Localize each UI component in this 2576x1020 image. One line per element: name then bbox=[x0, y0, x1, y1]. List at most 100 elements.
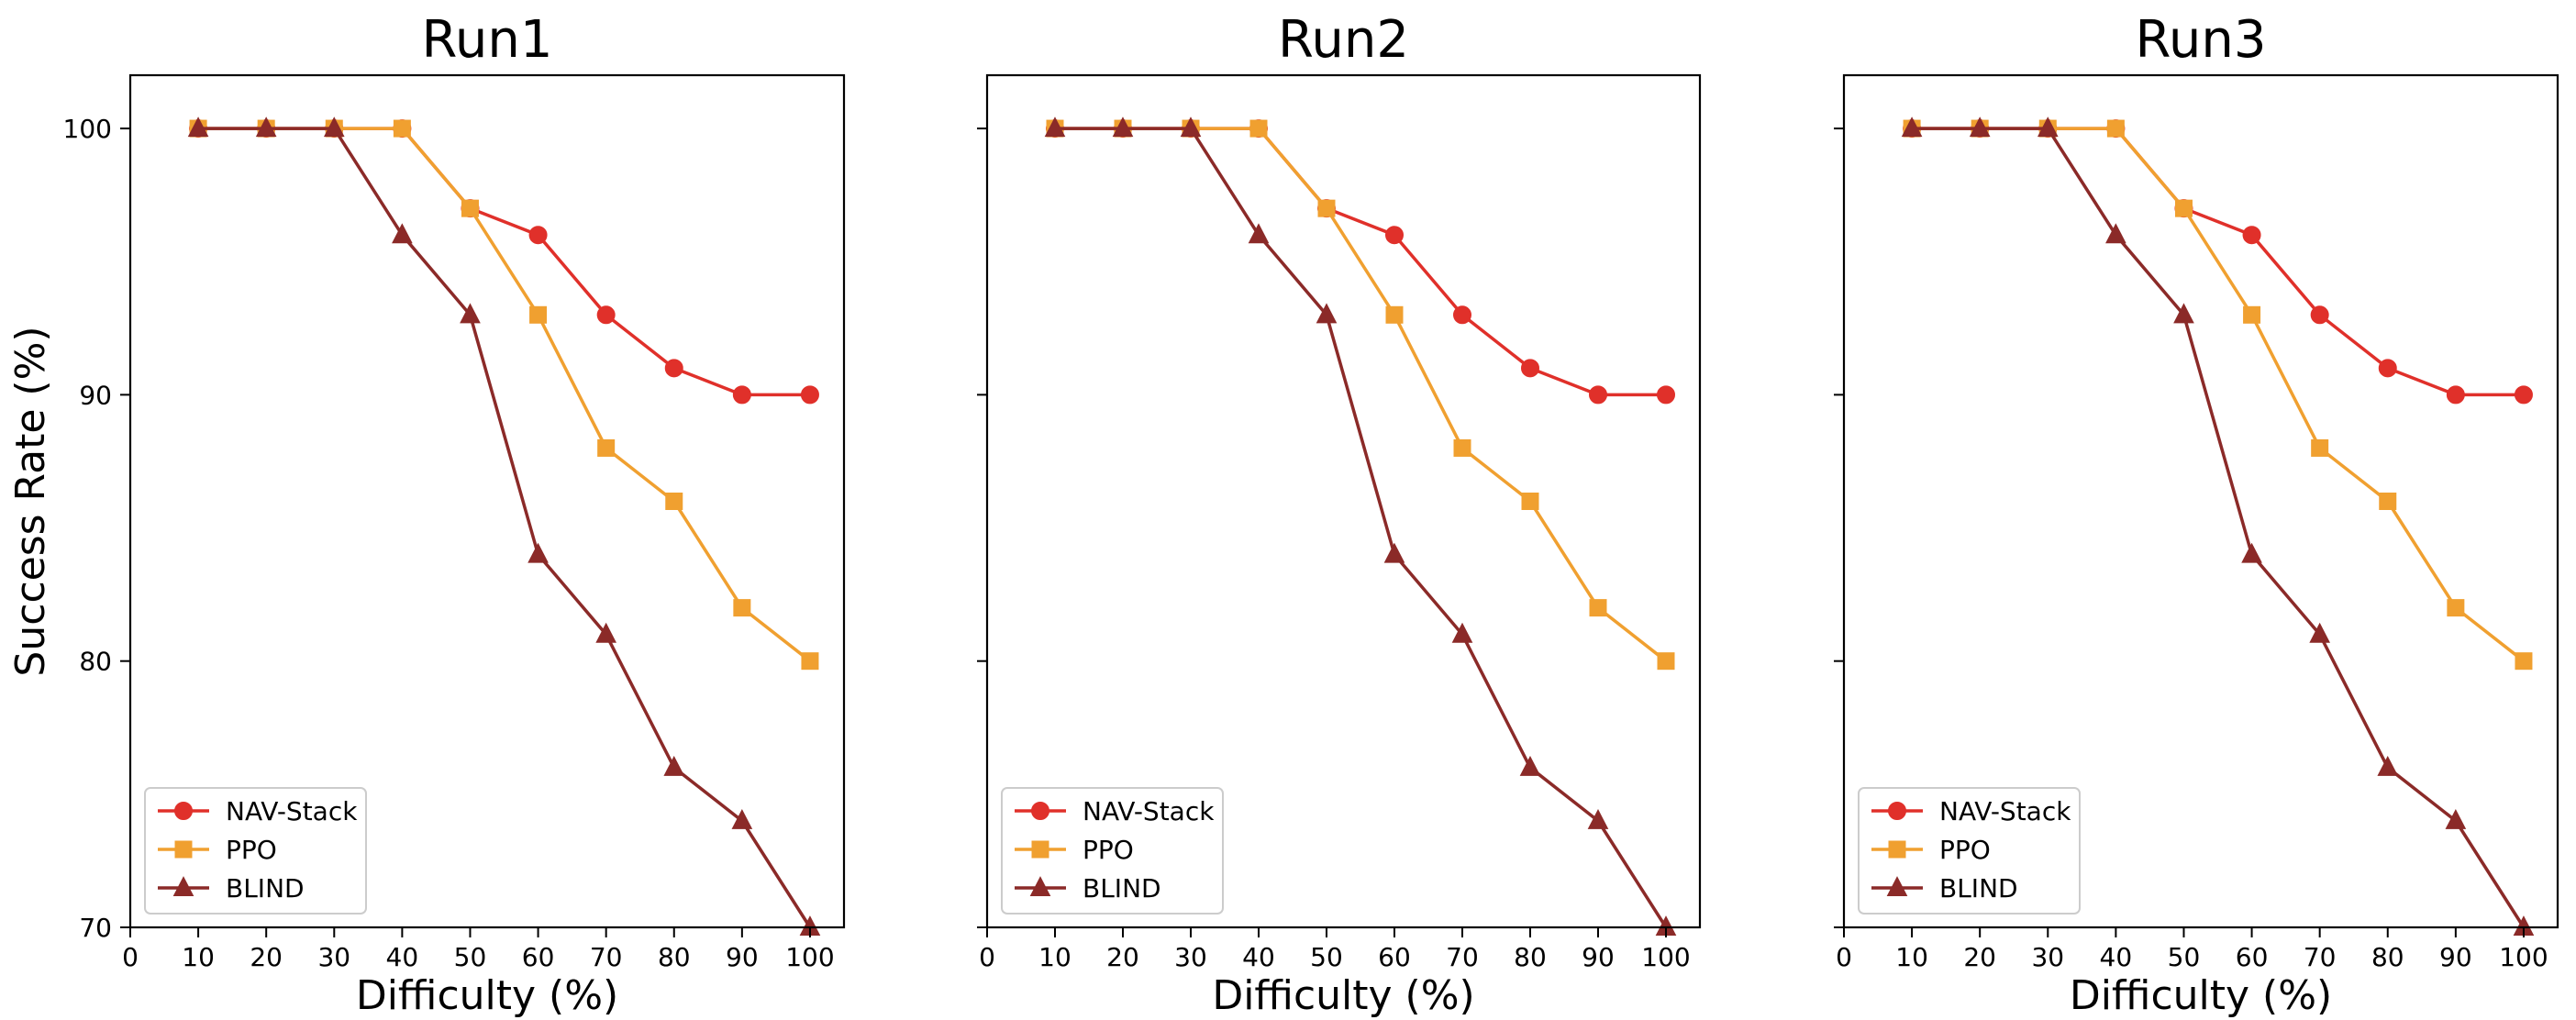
data-point-nav-stack-70 bbox=[596, 305, 616, 325]
legend: NAV-Stack PPO BLIND bbox=[144, 787, 367, 915]
series-line-blind bbox=[1912, 127, 2526, 928]
data-point-ppo-100 bbox=[1657, 652, 1675, 671]
data-point-blind-90 bbox=[1587, 809, 1609, 829]
x-tick-label: 50 bbox=[454, 942, 487, 972]
x-tick-label: 70 bbox=[2304, 942, 2337, 972]
data-point-ppo-40 bbox=[1249, 119, 1268, 138]
series-line-ppo bbox=[1912, 127, 2526, 663]
series-line-blind bbox=[1055, 127, 1668, 928]
legend-marker-nav-stack bbox=[1888, 802, 1906, 820]
x-tick-label: 10 bbox=[182, 942, 215, 972]
chart-title: Run1 bbox=[421, 10, 552, 70]
legend-label-nav-stack: NAV-Stack bbox=[1083, 796, 1215, 826]
x-axis-label: Difficulty (%) bbox=[356, 972, 618, 1019]
x-tick-label: 80 bbox=[658, 942, 691, 972]
legend-label-blind: BLIND bbox=[1083, 873, 1161, 904]
data-point-blind-60 bbox=[2241, 542, 2262, 563]
legend: NAV-Stack PPO BLIND bbox=[1001, 787, 1224, 915]
data-point-blind-50 bbox=[2173, 303, 2194, 324]
data-point-ppo-40 bbox=[2106, 119, 2125, 138]
data-point-blind-10 bbox=[1044, 116, 1066, 138]
legend: NAV-Stack PPO BLIND bbox=[1858, 787, 2081, 915]
data-point-ppo-70 bbox=[597, 438, 616, 457]
x-tick-label: 50 bbox=[1310, 942, 1343, 972]
data-point-nav-stack-80 bbox=[664, 359, 683, 378]
data-point-blind-10 bbox=[1901, 116, 1923, 138]
legend-label-blind: BLIND bbox=[1939, 873, 2018, 904]
x-tick-label: 30 bbox=[2031, 942, 2064, 972]
data-point-blind-60 bbox=[1383, 542, 1405, 563]
x-tick-label: 100 bbox=[785, 942, 834, 972]
legend-label-nav-stack: NAV-Stack bbox=[1939, 796, 2071, 826]
x-tick-label: 60 bbox=[2236, 942, 2269, 972]
legend-marker-blind bbox=[1029, 876, 1051, 897]
data-point-blind-80 bbox=[2377, 755, 2399, 776]
chart-title: Run2 bbox=[1278, 10, 1409, 70]
legend-label-blind: BLIND bbox=[226, 873, 305, 904]
data-point-blind-40 bbox=[2105, 223, 2126, 244]
y-tick-label: 80 bbox=[79, 647, 112, 677]
data-point-blind-20 bbox=[1112, 116, 1134, 138]
data-point-blind-60 bbox=[527, 542, 549, 563]
x-tick-label: 70 bbox=[590, 942, 623, 972]
x-axis-label: Difficulty (%) bbox=[2070, 972, 2332, 1019]
data-point-ppo-90 bbox=[2447, 599, 2465, 617]
data-point-ppo-50 bbox=[461, 199, 479, 217]
data-point-nav-stack-90 bbox=[732, 385, 751, 405]
plot-frame bbox=[128, 73, 846, 929]
x-tick-label: 30 bbox=[317, 942, 350, 972]
data-point-blind-70 bbox=[1451, 622, 1473, 643]
chart-panel-1: Run1 0 10 20 30 40 50 60 70 80 90 100 70 80 90 100 Diffi… bbox=[7, 10, 846, 1019]
x-tick-label: 10 bbox=[1895, 942, 1928, 972]
data-point-nav-stack-60 bbox=[2242, 226, 2261, 245]
x-tick-label: 40 bbox=[1242, 942, 1275, 972]
x-tick-label: 50 bbox=[2168, 942, 2201, 972]
x-tick-label: 10 bbox=[1038, 942, 1071, 972]
x-tick-label: 80 bbox=[1514, 942, 1547, 972]
x-tick-label: 60 bbox=[1378, 942, 1411, 972]
x-tick-label: 90 bbox=[2439, 942, 2472, 972]
x-tick-label: 60 bbox=[522, 942, 555, 972]
data-point-blind-30 bbox=[1180, 116, 1202, 138]
x-tick-label: 80 bbox=[2371, 942, 2404, 972]
data-point-ppo-50 bbox=[1317, 199, 1336, 217]
data-point-blind-70 bbox=[595, 622, 616, 643]
data-point-nav-stack-90 bbox=[2446, 385, 2465, 405]
legend-box bbox=[1001, 787, 1224, 915]
series-group bbox=[1044, 116, 1677, 937]
x-tick-label: 90 bbox=[726, 942, 759, 972]
data-point-ppo-100 bbox=[801, 652, 819, 671]
data-point-ppo-70 bbox=[1453, 438, 1471, 457]
data-point-blind-80 bbox=[1519, 755, 1541, 776]
x-tick-label: 20 bbox=[1106, 942, 1139, 972]
y-tick-label: 70 bbox=[79, 913, 112, 943]
legend-label-ppo: PPO bbox=[1939, 835, 1991, 865]
legend-label-ppo: PPO bbox=[226, 835, 277, 865]
series-line-blind bbox=[198, 127, 812, 928]
data-point-blind-20 bbox=[1969, 116, 1991, 138]
data-point-blind-90 bbox=[731, 809, 753, 829]
data-point-nav-stack-100 bbox=[800, 385, 819, 405]
data-point-blind-20 bbox=[255, 116, 277, 138]
data-point-blind-50 bbox=[1316, 303, 1338, 324]
y-axis-label: Success Rate (%) bbox=[7, 326, 54, 676]
data-point-ppo-40 bbox=[393, 119, 411, 138]
data-point-blind-70 bbox=[2309, 622, 2330, 643]
chart-panel-2: Run2 0 10 20 30 40 50 60 70 80 90 100 Difficulty (%)… bbox=[977, 10, 1702, 1019]
data-point-blind-90 bbox=[2445, 809, 2467, 829]
data-point-blind-40 bbox=[392, 223, 413, 244]
legend-label-ppo: PPO bbox=[1083, 835, 1134, 865]
data-point-nav-stack-60 bbox=[1385, 226, 1404, 245]
legend-marker-blind bbox=[1886, 876, 1908, 897]
data-point-nav-stack-80 bbox=[2378, 359, 2397, 378]
legend-marker-ppo bbox=[1031, 840, 1049, 859]
data-point-nav-stack-70 bbox=[1453, 305, 1471, 325]
data-point-ppo-70 bbox=[2311, 438, 2329, 457]
x-tick-label: 20 bbox=[1963, 942, 1996, 972]
legend-label-nav-stack: NAV-Stack bbox=[226, 796, 358, 826]
x-tick-label: 0 bbox=[979, 942, 995, 972]
x-axis-label: Difficulty (%) bbox=[1212, 972, 1474, 1019]
data-point-blind-30 bbox=[323, 116, 345, 138]
legend-marker-nav-stack bbox=[174, 802, 193, 820]
